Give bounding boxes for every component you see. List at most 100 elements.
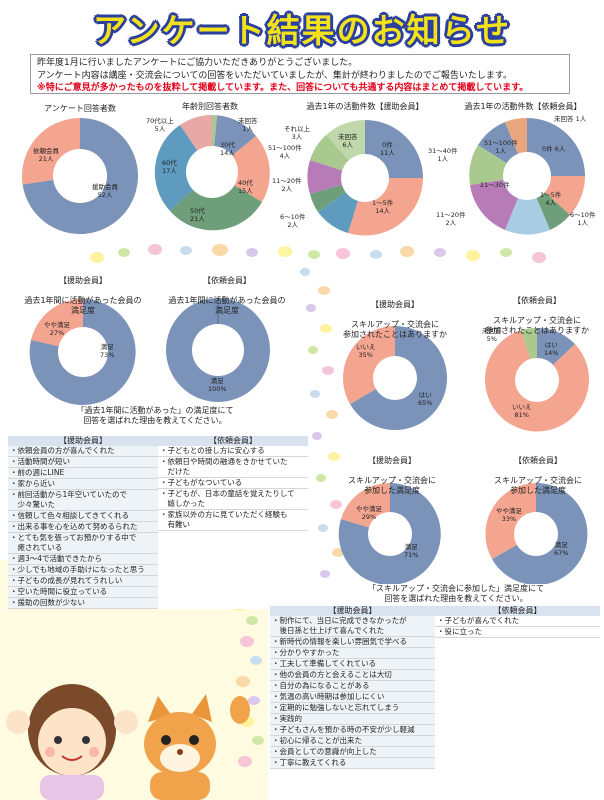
table-row: ・子どもさんを預かる時の不安が少し軽減	[270, 725, 435, 736]
decorative-dot	[118, 248, 130, 257]
table-row: ・家から近い	[8, 479, 158, 490]
decorative-dot	[466, 250, 480, 261]
decorative-dot	[336, 248, 350, 259]
client-count-label-11-20: 11〜20件 2人	[436, 211, 466, 227]
table-row: ・会員としての意識が向上した	[270, 747, 435, 758]
client-activity-donut	[469, 117, 586, 235]
client-count-label-31-40: 31〜40件 1人	[428, 147, 458, 163]
table-row: ・初心に帰ることが出来た	[270, 736, 435, 747]
client-join-sat-head: 【依頼会員】	[514, 456, 562, 465]
decorative-dot	[370, 250, 382, 259]
table-row: ・他の会員の方と会えることは大切	[270, 670, 435, 681]
decorative-dot	[248, 696, 260, 705]
table-row: ・前回活動から1年空いていたので 少々驚いた	[8, 490, 158, 511]
client-join-satisfaction-donut	[485, 482, 588, 585]
table-row: ・丁寧に教えてくれる	[270, 758, 435, 769]
table1-helper-header: 【援助会員】	[59, 436, 107, 445]
age-label-60s: 60代 17人	[162, 159, 177, 175]
helper-join-text: スキルアップ・交流会に 参加されたことはありますか	[343, 320, 447, 339]
helper-join-donut	[343, 325, 448, 430]
decorative-dot	[434, 248, 446, 257]
client-join-head: 【依頼会員】	[513, 296, 561, 305]
table2-client-header: 【依頼会員】	[493, 606, 542, 615]
decorative-dot	[246, 248, 258, 257]
intro-line-1: 昨年度1月に行いましたアンケートにご協力いただきありがとうございました。	[37, 58, 358, 68]
decorative-dot	[300, 268, 310, 276]
decorative-dot	[318, 286, 330, 295]
helper-count-label-more: それ以上 3人	[284, 125, 310, 141]
client-activity-chart-title: 過去1年の活動件数【依頼会員】	[464, 102, 582, 111]
helper-join-head: 【援助会員】	[371, 300, 419, 309]
table-row: ・少しでも地域の手助けになったと思う	[8, 565, 158, 576]
table1-client-header: 【依頼会員】	[209, 436, 257, 445]
table-row: ・信頼して色々相談してきてくれる	[8, 511, 158, 522]
helper-satisfaction-head: 【援助会員】	[59, 276, 107, 285]
decorative-dot	[212, 244, 228, 256]
helper-join-sat-title: 【援助会員】 スキルアップ・交流会に 参加した満足度	[322, 446, 462, 506]
decorative-dot	[278, 246, 292, 257]
client-count-label-1-5: 1〜5件 4人	[540, 191, 562, 207]
client-join-donut	[484, 327, 589, 432]
table-row: ・分かりやすかった	[270, 648, 435, 659]
table-row: ・依頼会員の方が喜んでくれた	[8, 446, 158, 457]
client-count-label-51-100: 51〜100件 1人	[484, 139, 518, 155]
table-row: ・空いた時間に役立っている	[8, 587, 158, 598]
page-title: アンケート結果のお知らせ	[92, 11, 512, 50]
helper-count-label-51-100: 51〜100件 4人	[268, 144, 302, 160]
table-row: ・制作にて、当日に完成できなかったが 後日孫と仕上げて喜んでくれた	[270, 616, 435, 637]
decorative-dot	[316, 474, 326, 482]
age-label-50s: 50代 21人	[190, 207, 205, 223]
helper-count-label-6-10: 6〜10件 2人	[280, 213, 306, 229]
helper-join-label-no: いいえ 35%	[356, 343, 376, 359]
respondents-label-helper: 援助会員 52人	[92, 183, 118, 199]
helper-join-satisfaction-donut	[338, 482, 441, 585]
table-row: ・子どもが、日本の童話を覚えたりして 嬉しかった	[158, 489, 308, 510]
table-row: ・援助の回数が少ない	[8, 598, 158, 609]
table-row: ・前の週にLINE	[8, 468, 158, 479]
client-sat-label-satisfied: 満足 100%	[208, 377, 227, 393]
decorative-dot	[252, 736, 264, 745]
join-satisfaction-reasons-table: 【援助会員】 【依頼会員】 ・制作にて、当日に完成できなかったが 後日孫と仕上げ…	[270, 606, 600, 769]
age-chart-title: 年齢別回答者数	[182, 102, 238, 111]
table-row: ・実践的	[270, 714, 435, 725]
decorative-dot	[320, 570, 330, 578]
client-join-label-yes: はい 14%	[544, 341, 559, 357]
satisfaction-reasons-table: 【援助会員】 【依頼会員】 ・依頼会員の方が喜んでくれた ・活動時間が短い ・前の週…	[8, 436, 308, 609]
table-row: ・子どもがなついている	[158, 478, 308, 489]
client-join-label-no: いいえ 81%	[512, 403, 532, 419]
table2-helper-column: ・制作にて、当日に完成できなかったが 後日孫と仕上げて喜んでくれた ・新時代の情報…	[270, 616, 435, 769]
join-satisfaction-reason-note: 「スキルアップ・交流会に参加した」満足度にて 回答を選ばれた理由を教えてください…	[346, 584, 566, 604]
client-count-label-6-10: 6〜10件 1人	[570, 211, 596, 227]
table1-client-column: ・子どもとの接し方に安心する ・依頼日や時間の融通をきかせていた だけた ・子どもが…	[158, 446, 308, 609]
decorative-dot	[306, 304, 316, 312]
decorative-dot	[320, 324, 332, 333]
helper-join-sat-label-satisfied: 満足 71%	[404, 543, 419, 559]
decorative-dot	[400, 246, 414, 257]
helper-sat-label-somewhat: やや満足 27%	[44, 321, 70, 337]
helper-join-title: 【援助会員】 スキルアップ・交流会に 参加されたことはありますか	[330, 290, 460, 350]
client-count-label-unanswered: 未回答 1人	[554, 115, 587, 123]
client-satisfaction-donut	[166, 298, 270, 402]
helper-satisfaction-title: 【援助会員】 過去1年間に活動があった会員の 満足度	[18, 266, 148, 326]
intro-line-2: アンケート内容は講座・交流会についての回答をいただいていましたが、集計が終わりま…	[37, 70, 513, 81]
client-join-sat-text: スキルアップ・交流会に 参加した満足度	[494, 476, 582, 495]
client-satisfaction-title: 【依頼会員】 過去1年間に活動があった会員の 満足度	[152, 266, 302, 326]
decorative-dot	[240, 636, 254, 647]
age-donut	[154, 114, 270, 231]
decorative-dot	[236, 676, 250, 687]
intro-note: ※特にご意見が多かったものを抜粋して掲載しています。また、回答についても共通する…	[37, 83, 529, 93]
client-join-sat-title: 【依頼会員】 スキルアップ・交流会に 参加した満足度	[468, 446, 604, 506]
decorative-dot	[322, 366, 334, 375]
decorative-dot	[246, 616, 258, 625]
decorative-dot	[500, 248, 512, 257]
client-count-label-21-30: 21〜30件	[480, 181, 510, 189]
child-illustration	[6, 684, 138, 800]
table1-helper-column: ・依頼会員の方が喜んでくれた ・活動時間が短い ・前の週にLINE ・家から近い ・前回…	[8, 446, 158, 609]
helper-join-sat-text: スキルアップ・交流会に 参加した満足度	[348, 476, 436, 495]
table-row: ・定期的に勉強しないと忘れてしまう	[270, 703, 435, 714]
decorative-dot	[330, 500, 342, 509]
cat-illustration	[144, 694, 250, 800]
helper-count-label-1-5: 1〜5件 14人	[372, 199, 394, 215]
client-join-text: スキルアップ・交流会に 参加されたことはありますか	[485, 316, 589, 335]
